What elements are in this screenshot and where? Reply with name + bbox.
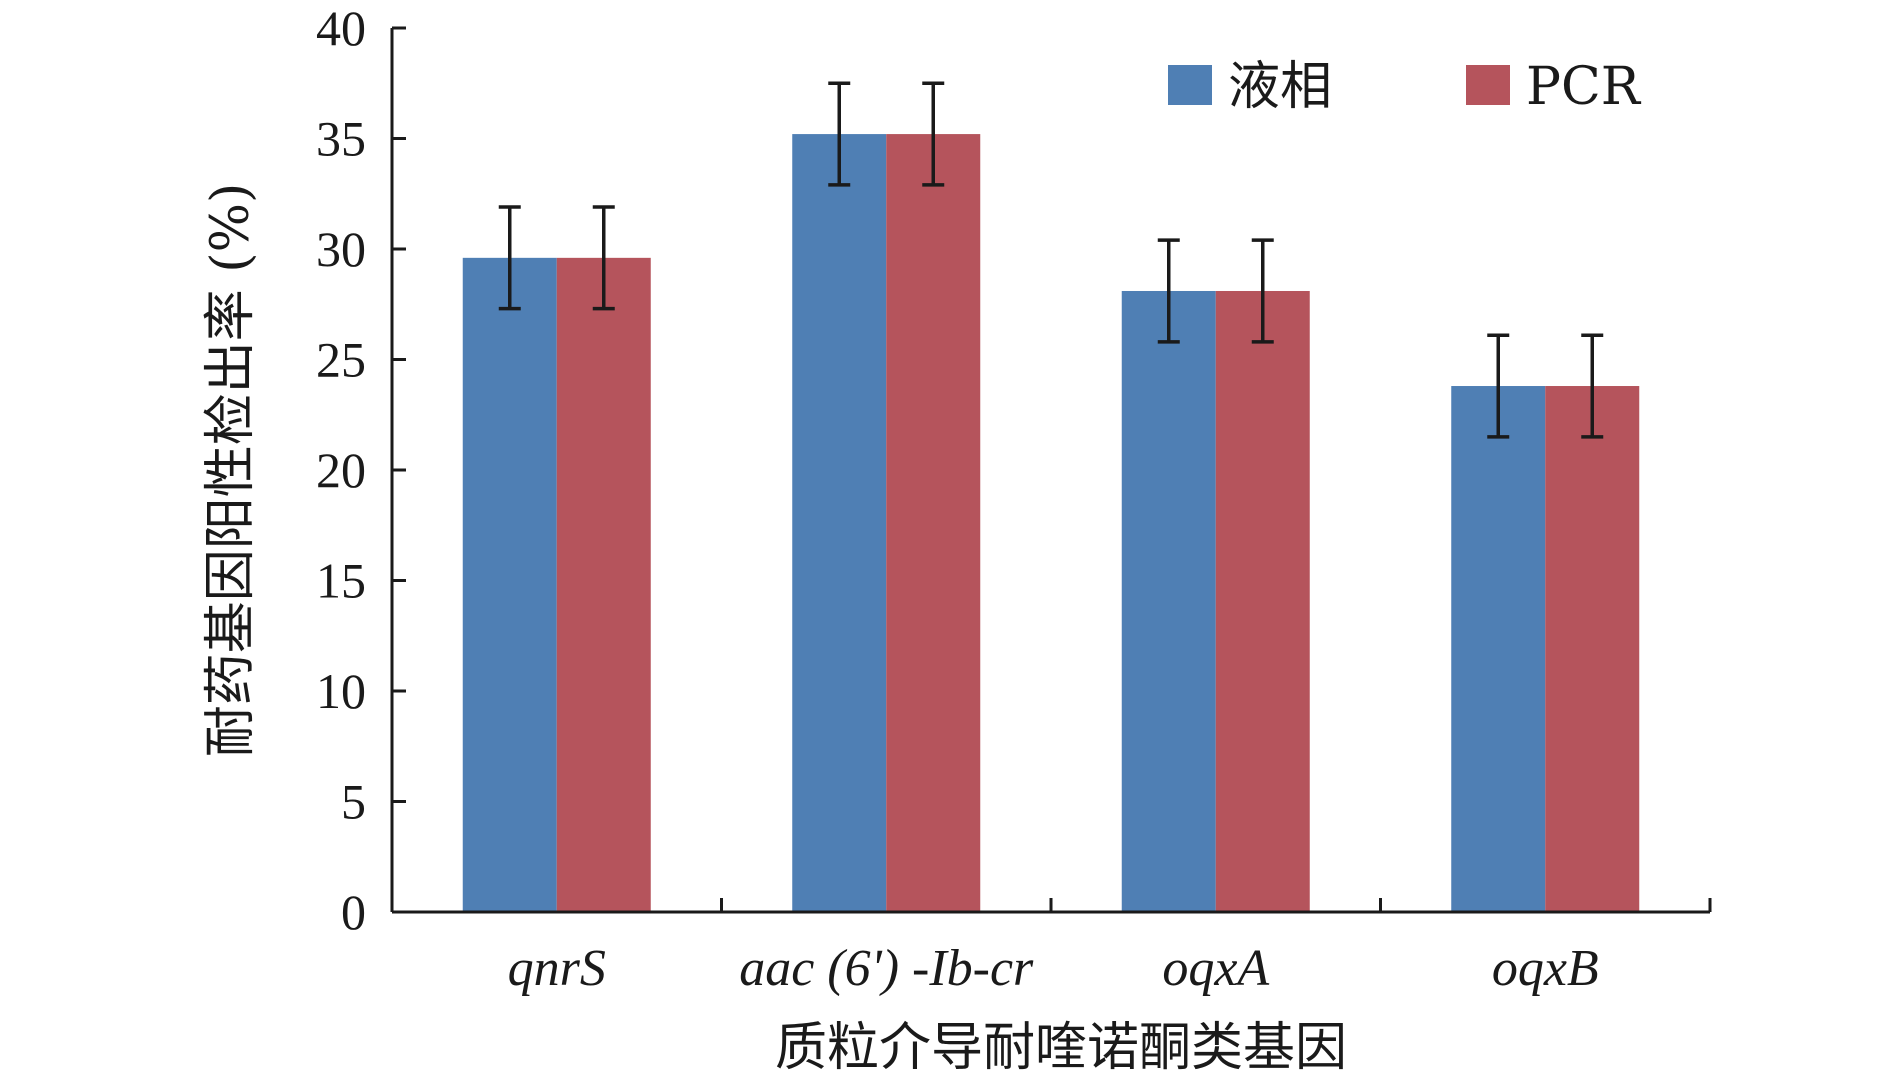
error-bar-qnrs-s1 <box>592 205 615 311</box>
x-ticks <box>390 898 1712 912</box>
error-bars-layer <box>498 81 1604 439</box>
y-axis-title: 耐药基因阳性检出率 (%) <box>201 183 261 758</box>
bar-aac-6-ib-cr-s0 <box>792 134 887 912</box>
x-axis-title: 质粒介导耐喹诺酮类基因 <box>775 1018 1347 1078</box>
bar-oqxa-s1 <box>1215 290 1310 912</box>
bar-oqxa-s0 <box>1121 290 1216 912</box>
category-label-qnrs: qnrS <box>508 940 606 997</box>
error-bar-oqxb-s1 <box>1581 333 1604 439</box>
bar-oqxb-s1 <box>1545 386 1640 912</box>
error-bar-aac-6-ib-cr-s1 <box>922 81 945 187</box>
error-bar-oqxa-s1 <box>1251 238 1274 344</box>
category-labels: qnrS aac (6') -Ib-cr oqxA oqxB <box>508 940 1599 997</box>
error-bar-oqxb-s0 <box>1487 333 1510 439</box>
bars-layer <box>462 134 1640 913</box>
category-label-oqxb: oqxB <box>1492 940 1599 997</box>
category-label-oqxa: oqxA <box>1162 940 1269 997</box>
bar-qnrs-s0 <box>462 257 557 913</box>
error-bar-aac-6-ib-cr-s0 <box>828 81 851 187</box>
y-tick-label-40: 40 <box>316 0 366 56</box>
y-tick-label-35: 35 <box>316 111 366 167</box>
y-tick-label-25: 25 <box>316 332 366 388</box>
legend-label-liquid: 液相 <box>1228 57 1332 117</box>
y-tick-label-5: 5 <box>341 774 366 830</box>
y-tick-label-30: 30 <box>316 221 366 277</box>
y-tick-label-20: 20 <box>316 442 366 498</box>
legend: 液相 PCR <box>1168 57 1642 117</box>
legend-label-pcr: PCR <box>1526 57 1642 117</box>
category-label-aac-6-ib-cr: aac (6') -Ib-cr <box>739 940 1034 997</box>
bar-qnrs-s1 <box>556 257 651 913</box>
error-bar-oqxa-s0 <box>1157 238 1180 344</box>
bar-oqxb-s0 <box>1451 386 1546 912</box>
legend-swatch-pcr <box>1466 65 1510 105</box>
y-tick-label-15: 15 <box>316 553 366 609</box>
y-tick-label-0: 0 <box>341 884 366 940</box>
legend-swatch-liquid <box>1168 65 1212 105</box>
y-tick-label-10: 10 <box>316 663 366 719</box>
y-ticks: 0 5 10 15 20 25 30 35 40 <box>316 0 406 940</box>
bar-aac-6-ib-cr-s1 <box>886 134 981 912</box>
error-bar-qnrs-s0 <box>498 205 521 311</box>
